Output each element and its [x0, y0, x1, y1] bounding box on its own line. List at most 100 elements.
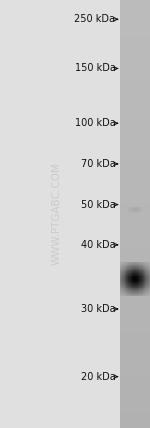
Bar: [134, 276, 136, 277]
Bar: [149, 284, 150, 285]
Bar: [120, 241, 150, 246]
Bar: [145, 266, 146, 267]
Bar: [136, 285, 137, 286]
Bar: [138, 263, 139, 264]
Bar: [136, 263, 137, 264]
Bar: [136, 295, 137, 296]
Bar: [132, 292, 133, 293]
Bar: [136, 262, 137, 263]
Bar: [124, 292, 125, 293]
Bar: [132, 209, 133, 210]
Bar: [138, 262, 139, 263]
Bar: [126, 268, 127, 269]
Bar: [122, 291, 124, 292]
Bar: [143, 266, 144, 267]
Bar: [130, 280, 131, 281]
Bar: [131, 293, 132, 294]
Bar: [120, 269, 121, 270]
Bar: [121, 262, 122, 263]
Text: 50 kDa: 50 kDa: [81, 199, 116, 210]
Bar: [130, 293, 131, 294]
Bar: [133, 264, 134, 265]
Bar: [130, 207, 132, 208]
Bar: [137, 271, 138, 272]
Bar: [128, 265, 130, 266]
Bar: [120, 396, 150, 401]
Bar: [137, 270, 138, 271]
Bar: [133, 286, 134, 287]
Bar: [130, 210, 132, 211]
Bar: [144, 268, 145, 269]
Bar: [148, 278, 149, 279]
Bar: [120, 54, 150, 59]
Bar: [126, 284, 127, 285]
Bar: [146, 270, 148, 271]
Bar: [120, 401, 150, 407]
Bar: [146, 284, 148, 285]
Bar: [149, 279, 150, 280]
Bar: [122, 284, 124, 285]
Bar: [120, 38, 150, 43]
Bar: [137, 207, 138, 208]
Bar: [149, 271, 150, 272]
Bar: [136, 292, 137, 293]
Bar: [120, 359, 150, 364]
Bar: [146, 288, 148, 289]
Bar: [120, 283, 121, 284]
Bar: [144, 273, 145, 274]
Bar: [139, 294, 140, 295]
Bar: [139, 264, 140, 265]
Bar: [132, 208, 133, 209]
Bar: [143, 268, 144, 269]
Bar: [149, 276, 150, 277]
Bar: [143, 271, 144, 272]
Bar: [133, 265, 134, 266]
Bar: [128, 290, 130, 291]
Bar: [148, 272, 149, 273]
Bar: [121, 285, 122, 286]
Bar: [120, 268, 121, 269]
Bar: [127, 209, 128, 210]
Bar: [120, 75, 150, 80]
Bar: [139, 267, 140, 268]
Bar: [122, 280, 124, 281]
Bar: [125, 269, 126, 270]
Bar: [137, 295, 138, 296]
Bar: [126, 264, 127, 265]
Bar: [120, 155, 150, 160]
Bar: [145, 275, 146, 276]
Bar: [120, 284, 121, 285]
Bar: [145, 272, 146, 273]
Bar: [142, 267, 143, 268]
Bar: [127, 210, 128, 211]
Bar: [120, 70, 150, 75]
Bar: [138, 280, 139, 281]
Bar: [131, 286, 132, 287]
Bar: [128, 294, 130, 295]
Bar: [139, 269, 140, 270]
Bar: [132, 210, 133, 211]
Bar: [139, 275, 140, 276]
Bar: [143, 267, 144, 268]
Bar: [126, 275, 127, 276]
Bar: [124, 281, 125, 282]
Bar: [127, 275, 128, 276]
Bar: [138, 285, 139, 286]
Bar: [120, 380, 150, 385]
Bar: [125, 283, 126, 284]
Bar: [148, 273, 149, 274]
Bar: [132, 287, 133, 288]
Bar: [134, 280, 136, 281]
Bar: [121, 265, 122, 266]
Bar: [136, 289, 137, 290]
Bar: [126, 294, 127, 295]
Bar: [134, 284, 136, 285]
Bar: [120, 348, 150, 353]
Bar: [137, 287, 138, 288]
Bar: [122, 295, 124, 296]
Bar: [121, 295, 122, 296]
Bar: [133, 282, 134, 283]
Bar: [124, 286, 125, 287]
Bar: [149, 262, 150, 263]
Bar: [137, 293, 138, 294]
